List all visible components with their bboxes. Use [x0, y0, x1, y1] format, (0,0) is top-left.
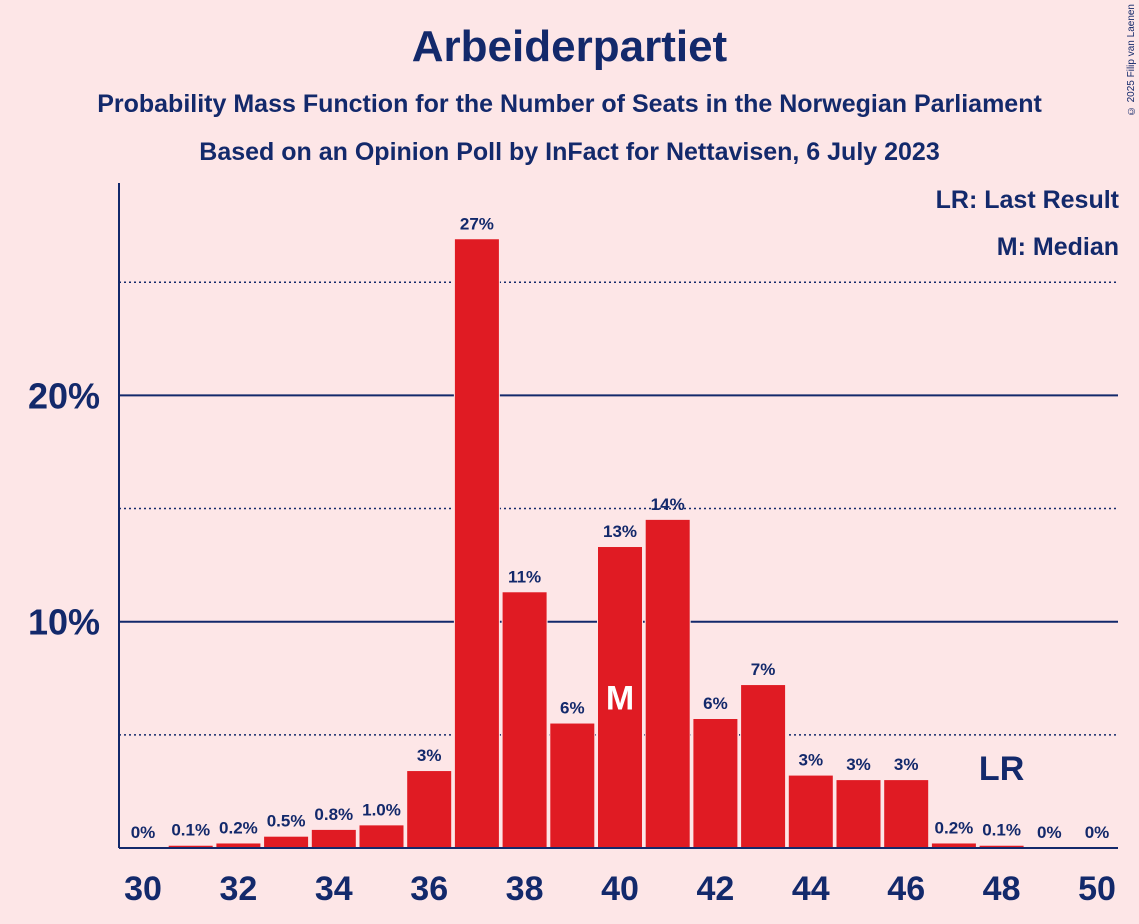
bar — [407, 771, 452, 848]
x-tick-label: 46 — [887, 870, 925, 908]
x-tick-label: 40 — [601, 870, 639, 908]
bar-value-label: 0.5% — [267, 812, 306, 831]
bar-value-label: 6% — [703, 694, 728, 713]
bar-value-label: 3% — [799, 751, 824, 770]
bar-value-label: 3% — [894, 755, 919, 774]
legend-median: M: Median — [996, 233, 1119, 261]
x-tick-label: 38 — [506, 870, 544, 908]
bar — [645, 519, 690, 848]
chart-subtitle: Probability Mass Function for the Number… — [97, 90, 1042, 118]
y-tick-label: 20% — [28, 375, 100, 416]
bar — [454, 239, 499, 849]
x-tick-label: 48 — [983, 870, 1021, 908]
bar-value-label: 0.2% — [219, 818, 258, 837]
x-tick-label: 44 — [792, 870, 830, 908]
axes: 10% 20% 30 32 34 36 38 40 42 44 46 48 50 — [28, 183, 1118, 908]
bar — [979, 845, 1024, 848]
bars — [167, 238, 1025, 849]
bar-value-label: 13% — [603, 522, 637, 541]
x-tick-label: 32 — [219, 870, 257, 908]
x-tick-label: 50 — [1078, 870, 1116, 908]
bar — [550, 723, 595, 848]
last-result-marker: LR — [979, 750, 1024, 788]
bar — [168, 845, 213, 848]
bar — [693, 719, 738, 848]
bar — [359, 825, 404, 848]
bar-value-label: 14% — [651, 495, 685, 514]
bar-value-label: 0.1% — [171, 821, 210, 840]
bar — [264, 836, 309, 848]
bar-value-label: 0% — [1037, 823, 1062, 842]
bar-value-label: 0% — [1085, 823, 1110, 842]
bar-value-label: 0.2% — [935, 818, 974, 837]
bar — [788, 775, 833, 848]
bar-value-label: 27% — [460, 214, 494, 233]
x-tick-label: 36 — [410, 870, 448, 908]
chart-subtitle-source: Based on an Opinion Poll by InFact for N… — [199, 138, 940, 166]
bar-value-label: 1.0% — [362, 800, 401, 819]
bar-value-label: 3% — [846, 755, 871, 774]
bar — [216, 843, 261, 848]
bar — [311, 829, 356, 848]
chart-title: Arbeiderpartiet — [411, 22, 728, 71]
bar — [884, 780, 929, 848]
bar-value-label: 3% — [417, 746, 442, 765]
median-marker: M — [606, 680, 634, 718]
bar — [598, 547, 642, 848]
y-tick-label: 10% — [28, 602, 100, 643]
x-tick-label: 42 — [696, 870, 734, 908]
bar-value-label: 0% — [131, 823, 156, 842]
bar-value-label: 6% — [560, 699, 585, 718]
markers: M LR — [606, 680, 1024, 788]
legend-last-result: LR: Last Result — [935, 186, 1119, 214]
bar-value-label: 0.8% — [314, 805, 353, 824]
bar-value-label: 11% — [508, 567, 541, 586]
bar — [502, 592, 547, 848]
x-tick-label: 30 — [124, 870, 162, 908]
bar-value-label: 7% — [751, 660, 776, 679]
bar-labels: 0% 0.1% 0.2% 0.5% 0.8% 1.0% 3% 27% 11% 6% 13% 14% 6%… — [131, 214, 1110, 842]
bar — [931, 843, 976, 848]
bar-value-label: 0.1% — [982, 821, 1021, 840]
bar — [836, 780, 881, 848]
x-tick-label: 34 — [315, 870, 353, 908]
bar — [741, 685, 786, 848]
